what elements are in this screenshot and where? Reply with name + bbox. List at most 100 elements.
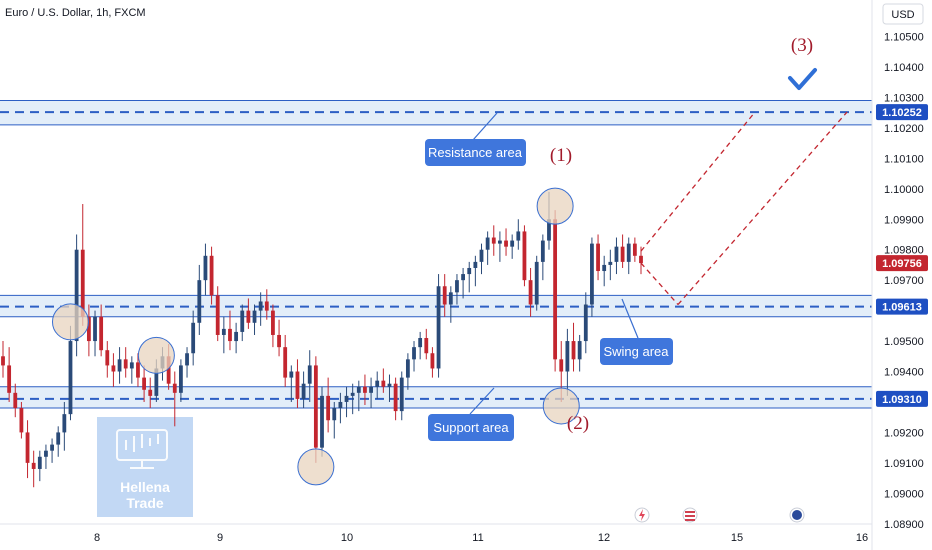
candle-body (252, 310, 257, 323)
price-axis[interactable]: USD 1.105001.104001.103001.102001.101001… (871, 0, 932, 550)
candle-body (479, 249, 484, 262)
flag-stripe-icon (685, 515, 695, 517)
candle-body (375, 380, 380, 387)
swing-callout-box (600, 338, 673, 365)
candle-body (148, 389, 153, 396)
swing-callout: Swing area (600, 298, 673, 365)
candle-body (540, 240, 545, 262)
candle-body (7, 365, 12, 393)
candle-body (467, 267, 472, 275)
candle-body (436, 286, 441, 369)
candle-body (516, 231, 521, 241)
candle-body (547, 219, 551, 241)
x-tick-label: 11 (472, 532, 483, 544)
price-tag-label: 1.09613 (882, 302, 922, 314)
candle-body (301, 383, 306, 399)
y-tick-label: 1.10400 (884, 62, 924, 74)
support-callout-box (428, 414, 514, 441)
eu-flag-icon (792, 510, 802, 520)
swing-callout-pointer (621, 298, 639, 339)
candle-body (412, 347, 416, 360)
candle-body (221, 328, 226, 335)
price-tag (876, 298, 928, 315)
candle-body (13, 392, 18, 409)
candle-body (356, 386, 361, 393)
price-tag-label: 1.09756 (882, 258, 922, 270)
candle-body (350, 392, 355, 396)
candles-layer (1, 191, 643, 488)
resistance-callout: Resistance area (425, 112, 526, 166)
candle-body (577, 341, 582, 360)
candle-body (590, 243, 594, 305)
candle-body (74, 249, 79, 342)
candle-body (381, 380, 386, 387)
wave-label-1: (1) (550, 145, 572, 166)
candle-body (25, 432, 30, 463)
x-tick-label: 15 (731, 532, 743, 544)
candle-body (56, 432, 61, 445)
support-callout-label: Support area (433, 420, 509, 435)
candle-body (80, 249, 85, 317)
pivot-circle (536, 187, 574, 225)
price-tag (876, 255, 928, 272)
candle-body (295, 371, 300, 399)
candle-body (614, 246, 619, 262)
candle-body (455, 280, 459, 293)
candle-body (37, 456, 42, 469)
candle-body (442, 286, 447, 305)
y-tick-label: 1.09800 (884, 245, 924, 257)
candle-body (136, 362, 140, 378)
resistance-callout-label: Resistance area (428, 145, 523, 160)
currency-button[interactable] (882, 3, 924, 25)
candle-body (258, 301, 263, 311)
candle-body (62, 414, 67, 433)
candle-body (632, 243, 637, 256)
candle-body (240, 310, 245, 332)
candle-body (234, 331, 239, 342)
candle-body (289, 371, 294, 378)
logo-icon (116, 429, 168, 469)
y-tick-label: 1.10000 (884, 184, 924, 196)
candle-body (50, 444, 54, 451)
candle-body (583, 304, 588, 342)
candle-body (68, 341, 73, 415)
y-tick-label: 1.09000 (884, 488, 924, 500)
currency-button-label: USD (891, 9, 914, 21)
candle-body (123, 359, 128, 369)
candle-body (559, 359, 564, 372)
price-tag-label: 1.09310 (882, 394, 922, 406)
pivot-circle (137, 336, 175, 374)
candle-body (534, 261, 539, 305)
candle-body (602, 264, 607, 272)
time-axis[interactable]: 8 9 10 11 12 15 16 (0, 523, 872, 544)
y-tick-label: 1.08900 (884, 519, 924, 531)
candle-body (418, 338, 423, 348)
candle-body (430, 353, 435, 369)
projection-direct-line (640, 111, 756, 252)
candle-body (424, 338, 429, 354)
flag-stripe-icon (685, 511, 695, 513)
resistance-callout-pointer (472, 112, 498, 141)
candle-body (197, 280, 202, 323)
support-callout-pointer (469, 387, 495, 415)
y-tick-label: 1.09900 (884, 214, 924, 226)
candle-body (369, 386, 373, 393)
candle-body (142, 377, 146, 390)
x-tick-label: 16 (856, 532, 868, 544)
candle-body (320, 395, 324, 448)
x-tick-label: 12 (598, 532, 610, 544)
candle-body (363, 386, 367, 393)
resistance-callout-box (425, 139, 526, 166)
candle-body (86, 316, 91, 342)
wave-label-2: (2) (567, 413, 589, 434)
price-tags: 1.10252 1.09756 1.09613 1.09310 (876, 104, 928, 407)
projection-down-line (640, 262, 679, 305)
candle-body (608, 261, 613, 265)
candle-body (338, 401, 343, 409)
candle-body (19, 408, 24, 433)
candle-body (387, 383, 392, 387)
candle-body (117, 359, 122, 372)
chart-title: Euro / U.S. Dollar, 1h, FXCM (5, 7, 146, 19)
x-tick-labels: 8 9 10 11 12 15 16 (94, 532, 868, 544)
